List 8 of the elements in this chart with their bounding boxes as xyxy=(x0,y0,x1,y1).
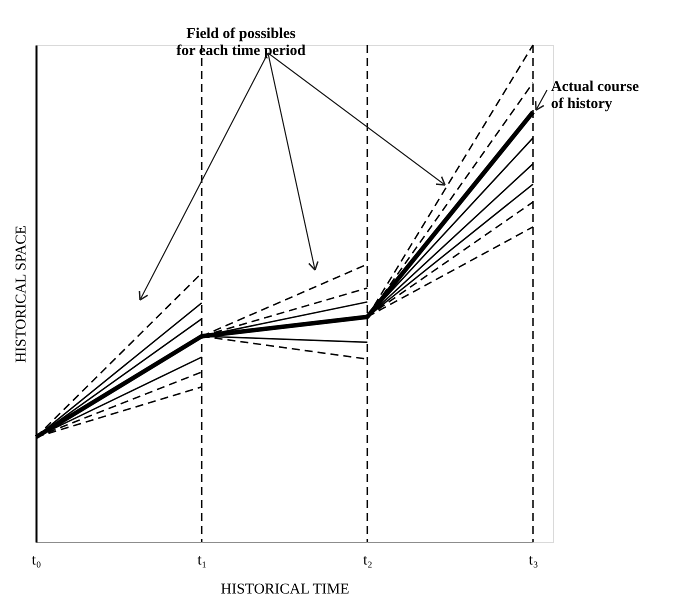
x-tick-label: t₀ xyxy=(32,552,42,568)
annotation: Actual course of history xyxy=(551,79,640,112)
y-axis-title: HISTORICAL SPACE xyxy=(14,225,30,363)
x-axis-title: HISTORICAL TIME xyxy=(220,582,350,598)
x-tick-label: t₃ xyxy=(528,552,538,568)
x-tick-label: t₁ xyxy=(197,552,207,568)
annotation: Field of possibles for each time period xyxy=(176,26,306,59)
x-tick-label: t₂ xyxy=(363,552,373,568)
